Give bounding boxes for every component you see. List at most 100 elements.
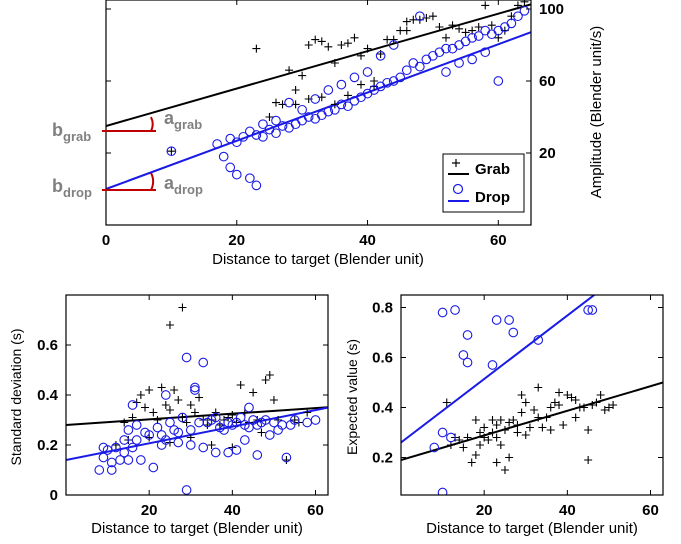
amplitude-grab-point xyxy=(311,35,320,44)
a-grab-label: agrab xyxy=(164,108,202,132)
amplitude-plot-area xyxy=(105,0,532,226)
expected-value-grab-point xyxy=(584,456,593,464)
amplitude-drop-point xyxy=(382,77,393,88)
amplitude-grab-point xyxy=(291,86,300,94)
amplitude-drop-point xyxy=(460,36,471,47)
std-deviation-grab-point xyxy=(170,386,179,394)
amplitude-drop-point xyxy=(421,54,432,65)
amplitude-drop-point xyxy=(486,29,497,40)
b-grab-label: bgrab xyxy=(52,120,91,144)
amplitude-grab-point xyxy=(513,1,522,10)
expected-value-grab-point xyxy=(596,391,605,399)
std-deviation-grab-point xyxy=(269,396,278,404)
amplitude-grab-point xyxy=(442,33,450,42)
std-deviation-x-axis-label: Distance to target (Blender unit) xyxy=(91,520,303,537)
expected-value-y-tick-label: 0.6 xyxy=(372,350,393,367)
amplitude-drop-point xyxy=(480,47,491,58)
expected-value-grab-point xyxy=(471,451,480,459)
std-deviation-x-tick-label: 40 xyxy=(224,502,241,519)
amplitude-drop-point xyxy=(467,32,478,43)
amplitude-drop-point xyxy=(218,151,229,162)
expected-value-grab-point xyxy=(476,441,485,449)
expected-value-grab-point xyxy=(517,408,526,417)
amplitude-drop-point xyxy=(329,104,340,115)
amplitude-drop-point xyxy=(506,18,517,29)
std-deviation-drop-point xyxy=(219,425,229,435)
amplitude-drop-point xyxy=(447,43,458,54)
std-deviation-grab-point xyxy=(195,393,204,402)
std-deviation-drop-point xyxy=(210,412,221,423)
amplitude-drop-point xyxy=(513,11,523,22)
std-deviation-grab-point xyxy=(190,408,199,417)
expected-value-grab-point xyxy=(546,403,555,412)
amplitude-drop-point xyxy=(454,58,464,68)
expected-value-grab-point xyxy=(534,413,543,422)
expected-value-grab-point xyxy=(517,391,526,399)
std-deviation-drop-fit-line xyxy=(66,406,328,461)
amplitude-grab-fit-line xyxy=(106,3,531,127)
amplitude-grab-point xyxy=(265,113,274,121)
amplitude-drop-point xyxy=(323,85,334,95)
std-deviation-drop-point xyxy=(160,390,171,400)
amplitude-drop-point xyxy=(519,5,530,16)
std-deviation-drop-point xyxy=(194,417,204,428)
std-deviation-grab-point xyxy=(211,408,220,417)
amplitude-grab-point xyxy=(461,28,470,37)
std-deviation-drop-point xyxy=(310,415,321,425)
amplitude-drop-point xyxy=(395,72,406,83)
std-deviation-drop-point xyxy=(181,485,192,495)
amplitude-drop-point xyxy=(238,131,249,142)
std-deviation-grab-point xyxy=(224,413,233,422)
amplitude-drop-point xyxy=(310,94,321,104)
amplitude-annotations: bgrab agrab bdrop adrop xyxy=(52,108,203,200)
amplitude-drop-point xyxy=(343,101,353,112)
std-deviation-grab-point xyxy=(136,391,145,399)
amplitude-grab-point xyxy=(455,24,464,33)
expected-value-grab-point xyxy=(513,421,522,429)
expected-value-grab-point xyxy=(480,433,489,442)
amplitude-grab-point xyxy=(357,51,365,60)
std-deviation-drop-point xyxy=(181,352,192,363)
amplitude-grab-point xyxy=(402,17,411,26)
expected-value-plot-area xyxy=(400,294,664,496)
std-deviation-grab-point xyxy=(161,401,170,409)
std-deviation-grab-fit-line xyxy=(66,406,328,426)
expected-value-y-axis-label: Expected value (s) xyxy=(344,339,360,455)
amplitude-grab-point xyxy=(317,37,326,46)
a-drop-label: adrop xyxy=(164,173,203,197)
expected-value-grab-point xyxy=(559,421,568,429)
expected-value-grab-point xyxy=(505,418,514,427)
std-deviation-drop-point xyxy=(173,427,184,438)
amplitude-grab-point xyxy=(363,44,372,53)
std-deviation-drop-point xyxy=(198,442,209,453)
expected-value-grab-point xyxy=(459,443,468,452)
std-deviation-drop-point xyxy=(302,417,313,428)
std-deviation-grab-point xyxy=(149,408,158,417)
std-deviation-plot-area xyxy=(65,294,329,496)
amplitude-drop-point xyxy=(212,139,223,149)
std-deviation-drop-point xyxy=(94,465,105,475)
expected-value-drop-point xyxy=(462,357,473,368)
amplitude-y-tick-label: 100 xyxy=(539,1,564,18)
std-deviation-drop-point xyxy=(152,422,163,433)
expected-value-drop-fit-line xyxy=(401,295,596,444)
amplitude-drop-point xyxy=(336,99,347,110)
std-deviation-grab-point xyxy=(165,321,174,329)
amplitude-grab-point xyxy=(428,12,437,21)
std-deviation-grab-point xyxy=(111,441,120,449)
amplitude-drop-point xyxy=(362,67,373,77)
std-deviation-drop-point xyxy=(98,452,109,463)
std-deviation-grab-point xyxy=(265,371,274,379)
expected-value-grab-point xyxy=(471,416,480,424)
expected-value-grab-point xyxy=(534,383,543,392)
std-deviation-chart: 20 40 60 0 0.2 0.4 0.6 Distance to target (Bl… xyxy=(8,294,329,537)
amplitude-drop-point xyxy=(316,110,327,121)
amplitude-drop-point xyxy=(290,119,301,130)
std-deviation-drop-point xyxy=(223,447,234,458)
legend-drop-marker xyxy=(452,183,464,195)
expected-value-grab-point xyxy=(496,441,505,449)
std-deviation-grab-point xyxy=(186,401,195,409)
expected-value-drop-point xyxy=(450,305,460,315)
std-deviation-grab-point xyxy=(257,428,266,437)
